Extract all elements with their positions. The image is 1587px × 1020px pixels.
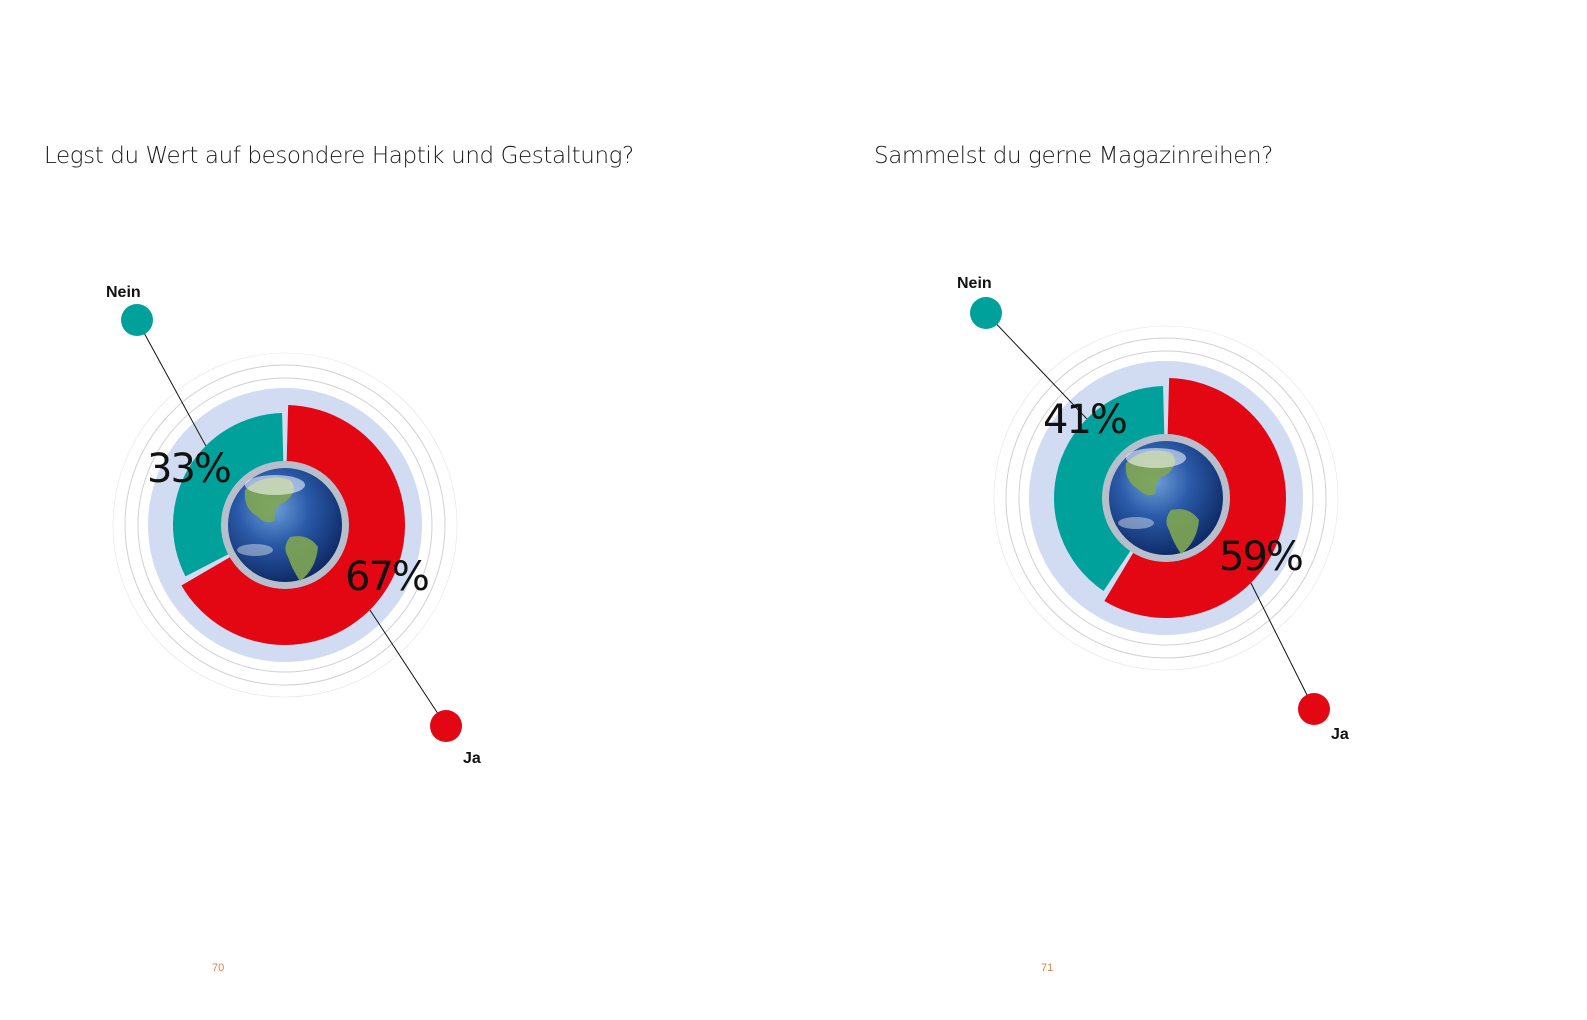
slice-nein (1054, 386, 1165, 591)
globe-cloud (245, 475, 305, 495)
legend-dot-nein (970, 297, 1002, 329)
leader-line-nein (985, 312, 1088, 420)
legend-label-nein: Nein (957, 275, 992, 292)
guide-ring (137, 377, 433, 673)
leader-line-nein (136, 319, 207, 447)
globe-cloud (1118, 517, 1154, 529)
page-number-left: 70 (212, 962, 225, 974)
leader-line-ja (1250, 582, 1315, 710)
chart-title-left: Legst du Wert auf besondere Haptik und G… (44, 143, 634, 169)
data-label-ja: 59% (1219, 534, 1302, 580)
guide-ring (993, 325, 1339, 671)
legend-dot-nein (121, 304, 153, 336)
guide-ring (1018, 350, 1314, 646)
data-label-nein: 33% (147, 446, 230, 492)
page-number-right: 71 (1041, 962, 1054, 974)
legend-label-ja: Ja (463, 750, 481, 767)
slice-nein (172, 413, 284, 577)
globe-cloud (237, 544, 273, 556)
legend-label-nein: Nein (106, 284, 141, 301)
guide-ring (112, 352, 458, 698)
guide-ring (1005, 337, 1327, 659)
globe-cloud (1126, 448, 1186, 468)
donut-chart-1: Nein Ja 41% 59% (957, 275, 1349, 743)
slice-ja (181, 405, 405, 646)
donut-chart-0: Nein Ja 33% 67% (106, 284, 481, 767)
legend-label-ja: Ja (1331, 726, 1349, 743)
leader-line-ja (369, 609, 447, 727)
chart-title-right: Sammelst du gerne Magazinreihen? (874, 143, 1273, 169)
globe-continent-south (1166, 509, 1199, 554)
legend-dot-ja (430, 710, 462, 742)
legend-dot-ja (1298, 693, 1330, 725)
data-label-ja: 67% (345, 554, 428, 600)
guide-ring (124, 364, 446, 686)
data-label-nein: 41% (1043, 397, 1126, 443)
globe-continent-south (285, 536, 318, 581)
